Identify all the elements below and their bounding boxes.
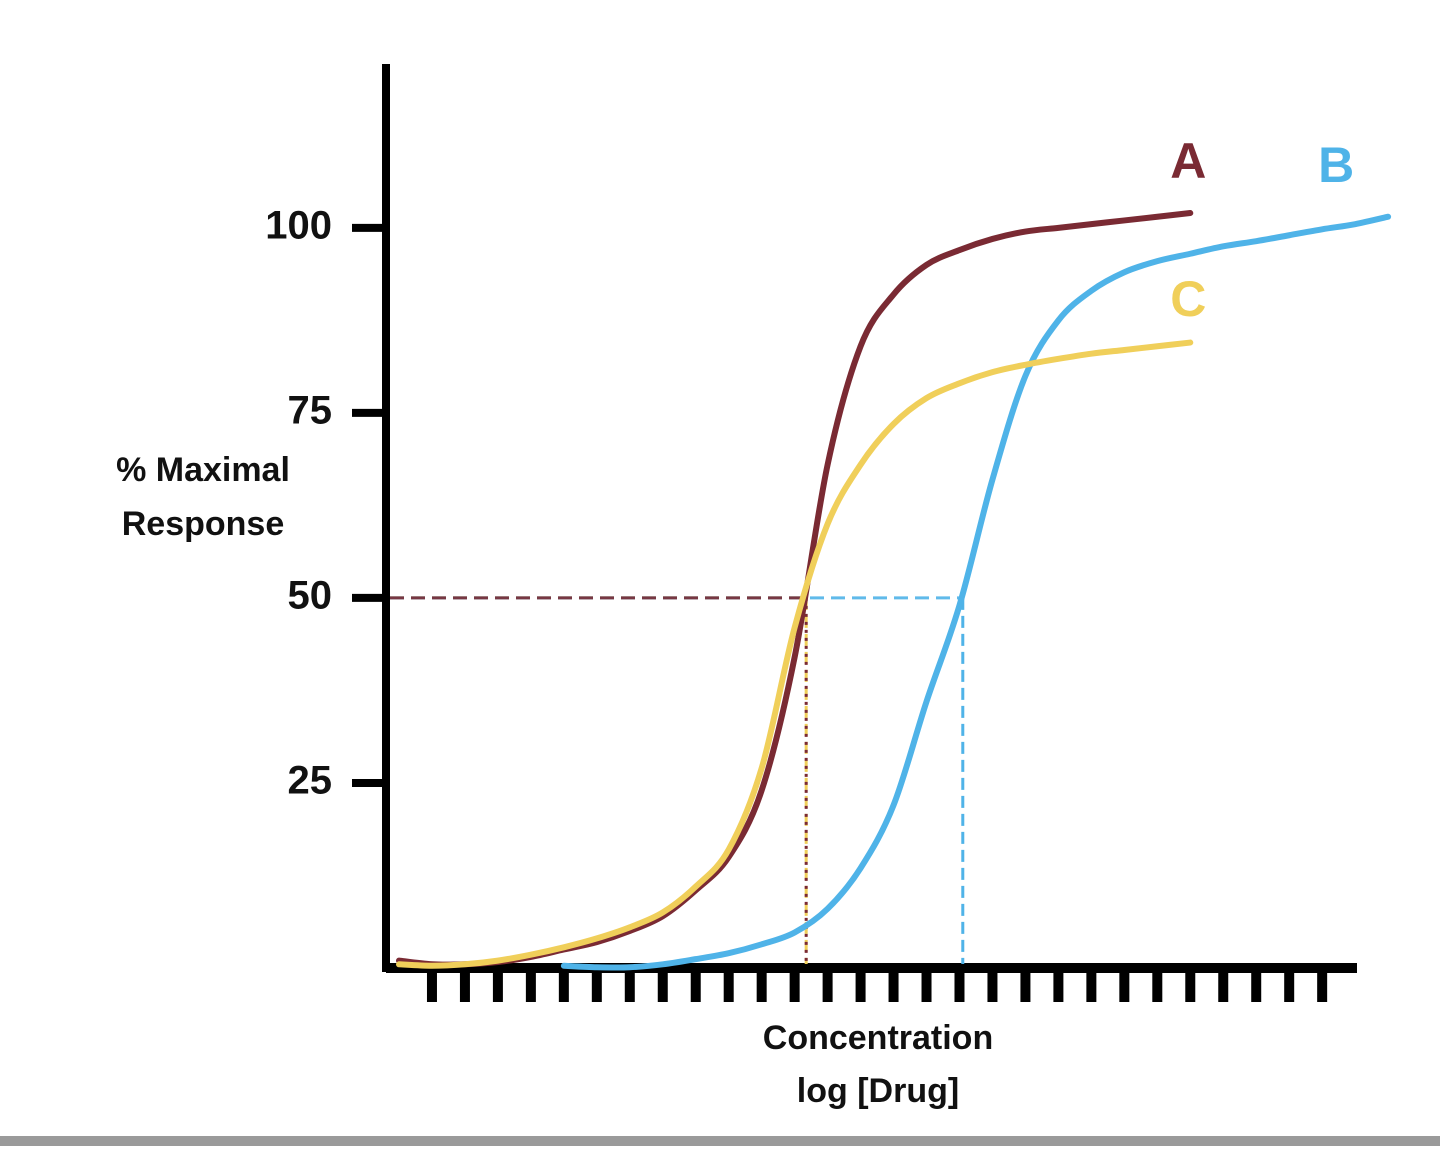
x-axis-label: Concentration — [763, 1019, 993, 1057]
x-axis-label: log [Drug] — [797, 1072, 959, 1110]
series-label: A — [1170, 133, 1206, 189]
y-tick-label: 50 — [288, 573, 333, 617]
curve — [396, 339, 1194, 969]
series-label: B — [1318, 137, 1354, 193]
y-axis-label: % Maximal — [116, 451, 290, 489]
y-tick-label: 25 — [288, 759, 333, 803]
curve — [560, 213, 1392, 971]
y-tick-label: 100 — [265, 203, 332, 247]
y-axis-label: Response — [122, 505, 285, 543]
series-label: C — [1170, 271, 1206, 327]
curve — [396, 210, 1194, 968]
bottom-bar — [0, 1136, 1440, 1146]
y-tick-label: 75 — [288, 388, 333, 432]
